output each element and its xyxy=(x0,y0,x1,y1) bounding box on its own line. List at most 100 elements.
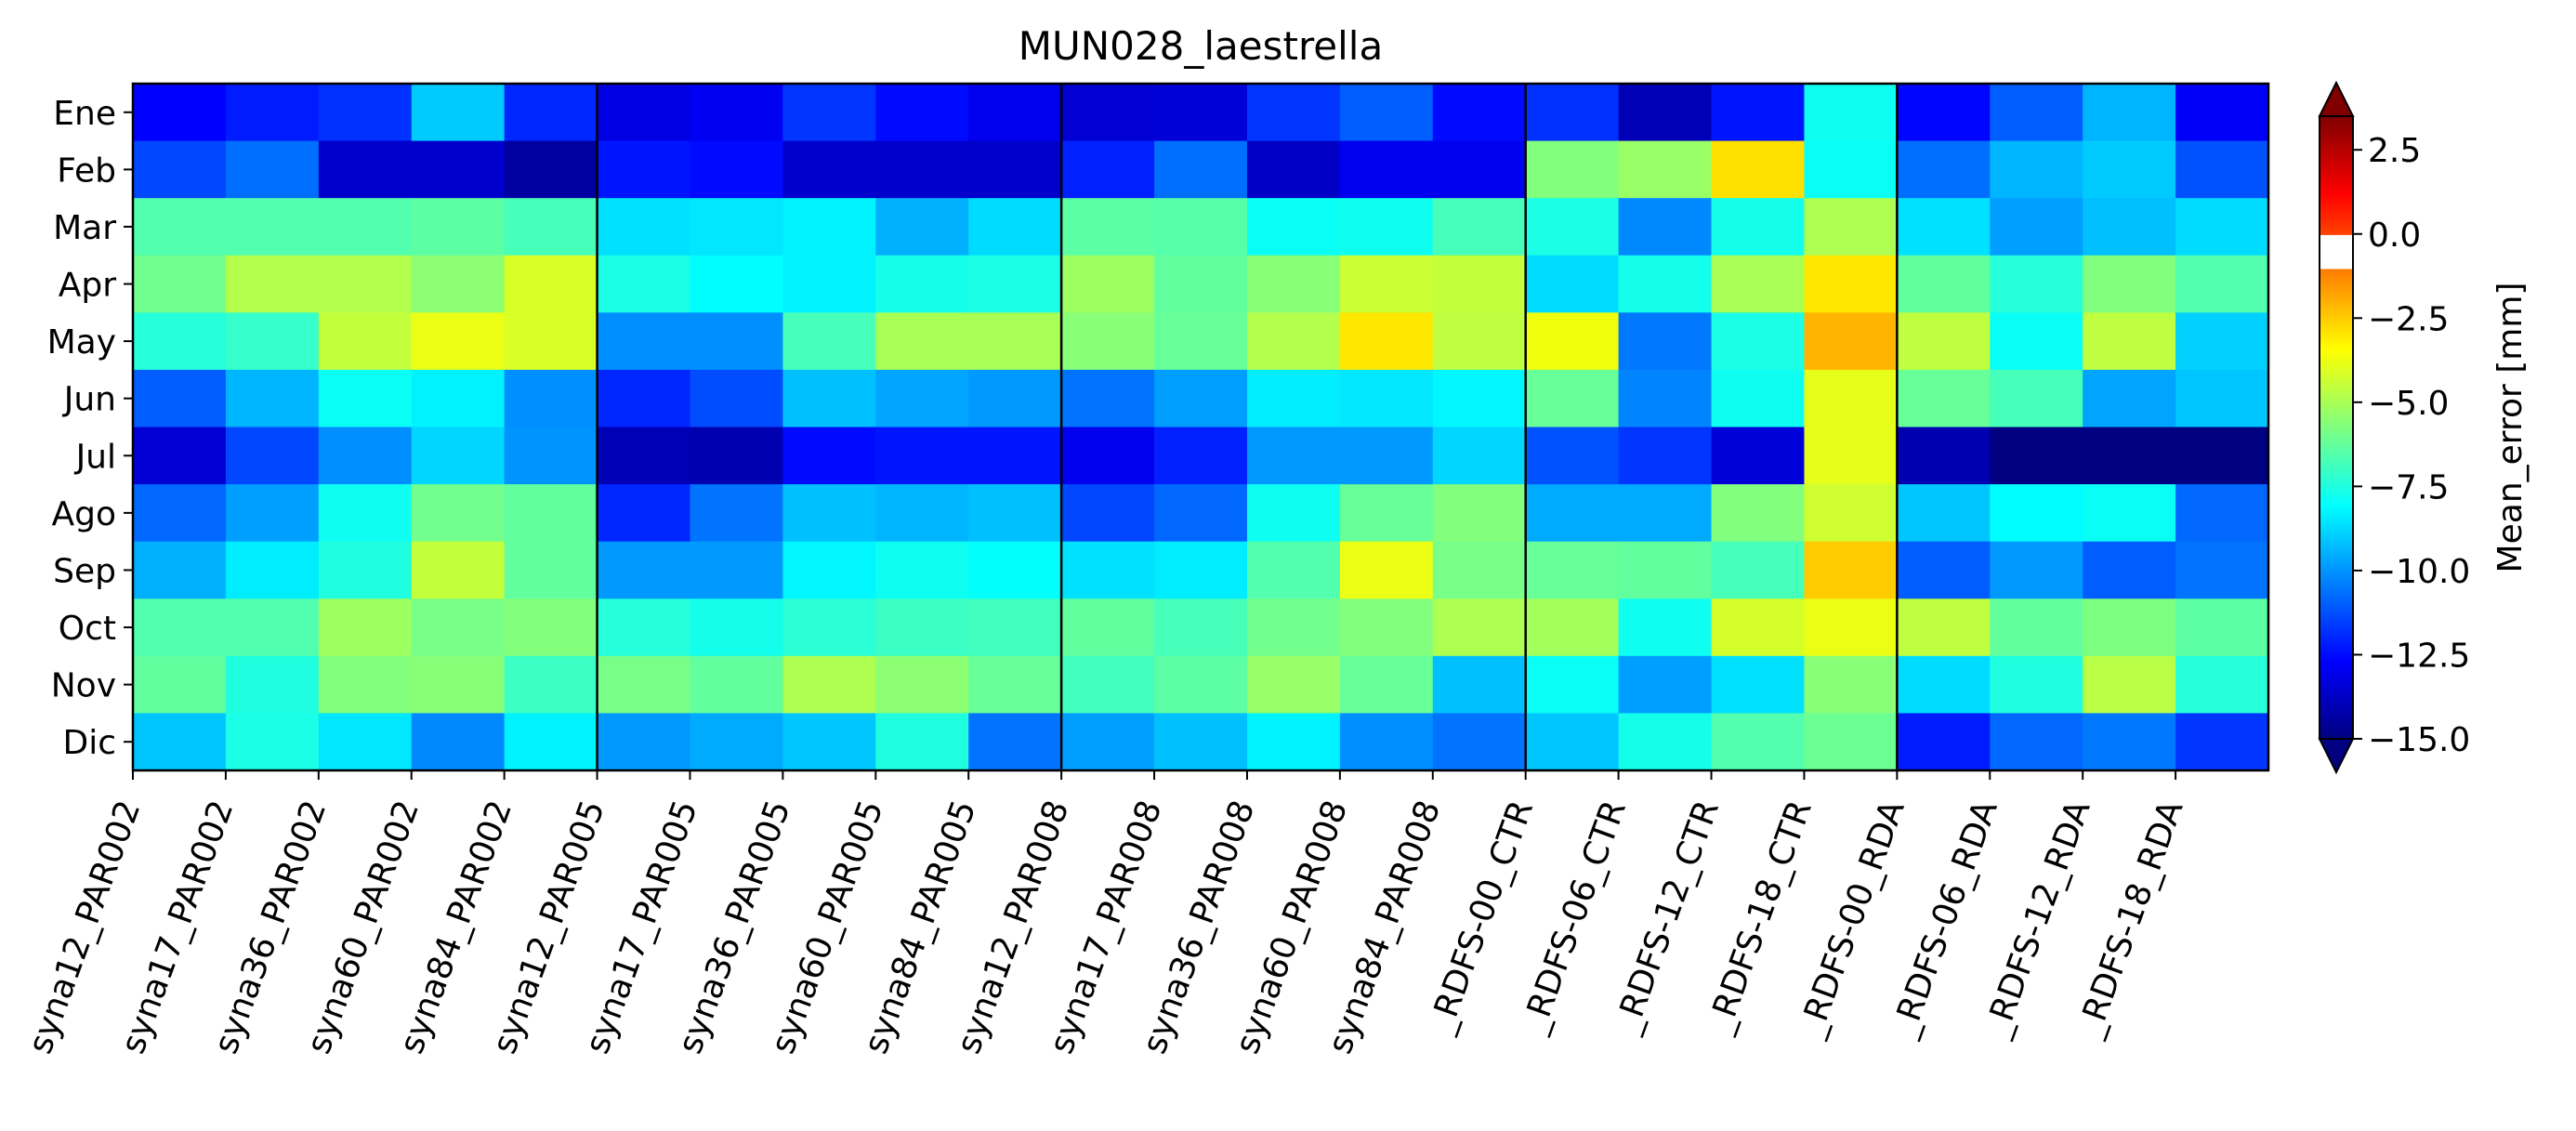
colorbar-segment xyxy=(2320,436,2353,440)
heatmap-cell xyxy=(1339,312,1434,371)
colorbar-segment xyxy=(2320,506,2353,510)
colorbar-segment xyxy=(2320,288,2353,293)
heatmap-cell xyxy=(1618,198,1713,256)
heatmap-cell xyxy=(1525,655,1620,715)
heatmap-cell xyxy=(782,484,876,543)
colorbar-segment xyxy=(2320,309,2353,312)
colorbar-segment xyxy=(2320,325,2353,330)
heatmap-cell xyxy=(1897,713,1991,771)
heatmap-cell xyxy=(504,655,598,715)
colorbar-segment xyxy=(2320,645,2353,650)
heatmap-cell xyxy=(1897,84,1991,142)
heatmap-cell xyxy=(2083,484,2176,543)
heatmap-cell xyxy=(2175,713,2269,771)
heatmap-cell xyxy=(1339,369,1434,428)
heatmap-cell xyxy=(1711,84,1806,142)
heatmap-cell xyxy=(1525,427,1620,485)
colorbar-tick-label: 2.5 xyxy=(2368,132,2421,170)
colorbar-segment xyxy=(2320,234,2353,239)
heatmap-cell xyxy=(690,427,783,485)
heatmap-cell xyxy=(133,484,227,543)
colorbar-segment xyxy=(2320,192,2353,196)
heatmap-cell xyxy=(1246,598,1341,657)
colorbar-segment xyxy=(2320,382,2353,386)
y-tick-label: Dic xyxy=(62,724,116,762)
colorbar-segment xyxy=(2320,209,2353,214)
heatmap-cell xyxy=(1618,255,1713,313)
heatmap-cell xyxy=(411,369,506,428)
heatmap-cell xyxy=(1804,255,1898,313)
colorbar-segment xyxy=(2320,122,2353,125)
colorbar-segment xyxy=(2320,317,2353,321)
heatmap-cell xyxy=(2083,541,2176,599)
heatmap-cell xyxy=(1061,84,1155,142)
colorbar-segment xyxy=(2320,515,2353,519)
colorbar-segment xyxy=(2320,379,2353,383)
heatmap-cell xyxy=(690,655,783,715)
heatmap-cell xyxy=(1711,427,1806,485)
colorbar-segment xyxy=(2320,158,2353,163)
heatmap-cell xyxy=(690,140,783,199)
colorbar-segment xyxy=(2320,237,2353,242)
colorbar-segment xyxy=(2320,664,2353,669)
colorbar-segment xyxy=(2320,342,2353,347)
colorbar-segment xyxy=(2320,294,2353,298)
colorbar-segment xyxy=(2320,257,2353,261)
heatmap-cell xyxy=(1990,369,2083,428)
heatmap-cell xyxy=(597,312,691,371)
heatmap-cell xyxy=(1246,198,1341,256)
heatmap-cell xyxy=(1804,84,1898,142)
heatmap-cell xyxy=(782,541,876,599)
heatmap-cell xyxy=(1246,140,1341,199)
heatmap-cell xyxy=(968,140,1062,199)
heatmap-cell xyxy=(782,312,876,371)
heatmap-cell xyxy=(1154,140,1248,199)
heatmap-cell xyxy=(1339,198,1434,256)
colorbar-segment xyxy=(2320,385,2353,388)
heatmap-cell xyxy=(968,312,1062,371)
heatmap-cell xyxy=(133,140,227,199)
colorbar-segment xyxy=(2320,226,2353,230)
colorbar-segment xyxy=(2320,190,2353,193)
colorbar-segment xyxy=(2320,735,2353,740)
colorbar-segment xyxy=(2320,413,2353,417)
colorbar-segment xyxy=(2320,359,2353,363)
colorbar-segment xyxy=(2320,659,2353,664)
heatmap-cell xyxy=(1154,655,1248,715)
y-tick-label: Mar xyxy=(53,209,116,247)
colorbar-segment xyxy=(2320,404,2353,409)
colorbar-segment xyxy=(2320,667,2353,672)
heatmap-cell xyxy=(1339,140,1434,199)
colorbar-segment xyxy=(2320,625,2353,629)
heatmap-cell xyxy=(1061,427,1155,485)
heatmap-cell xyxy=(318,84,413,142)
heatmap-cell xyxy=(1246,255,1341,313)
heatmap-cell xyxy=(968,484,1062,543)
heatmap-cell xyxy=(1804,713,1898,771)
heatmap-cell xyxy=(597,198,691,256)
heatmap-cell xyxy=(225,198,320,256)
heatmap-cell xyxy=(690,255,783,313)
heatmap-cell xyxy=(1711,484,1806,543)
colorbar-segment xyxy=(2320,662,2353,666)
y-tick-label: Oct xyxy=(59,610,116,648)
heatmap-cell xyxy=(2175,484,2269,543)
colorbar-segment xyxy=(2320,490,2353,493)
colorbar-segment xyxy=(2320,223,2353,228)
heatmap-cell xyxy=(504,713,598,771)
colorbar-segment xyxy=(2320,450,2353,454)
heatmap-cell xyxy=(968,427,1062,485)
colorbar-segment xyxy=(2320,732,2353,737)
heatmap-cell xyxy=(225,312,320,371)
heatmap-cell xyxy=(875,312,969,371)
heatmap-cell xyxy=(1618,84,1713,142)
colorbar-segment xyxy=(2320,277,2353,282)
heatmap-cell xyxy=(1711,198,1806,256)
colorbar-segment xyxy=(2320,181,2353,185)
heatmap-cell xyxy=(1990,427,2083,485)
heatmap-cell xyxy=(1804,541,1898,599)
colorbar-segment xyxy=(2320,280,2353,284)
heatmap-cell xyxy=(318,255,413,313)
heatmap-cell xyxy=(875,369,969,428)
y-tick-label: Nov xyxy=(51,667,116,705)
